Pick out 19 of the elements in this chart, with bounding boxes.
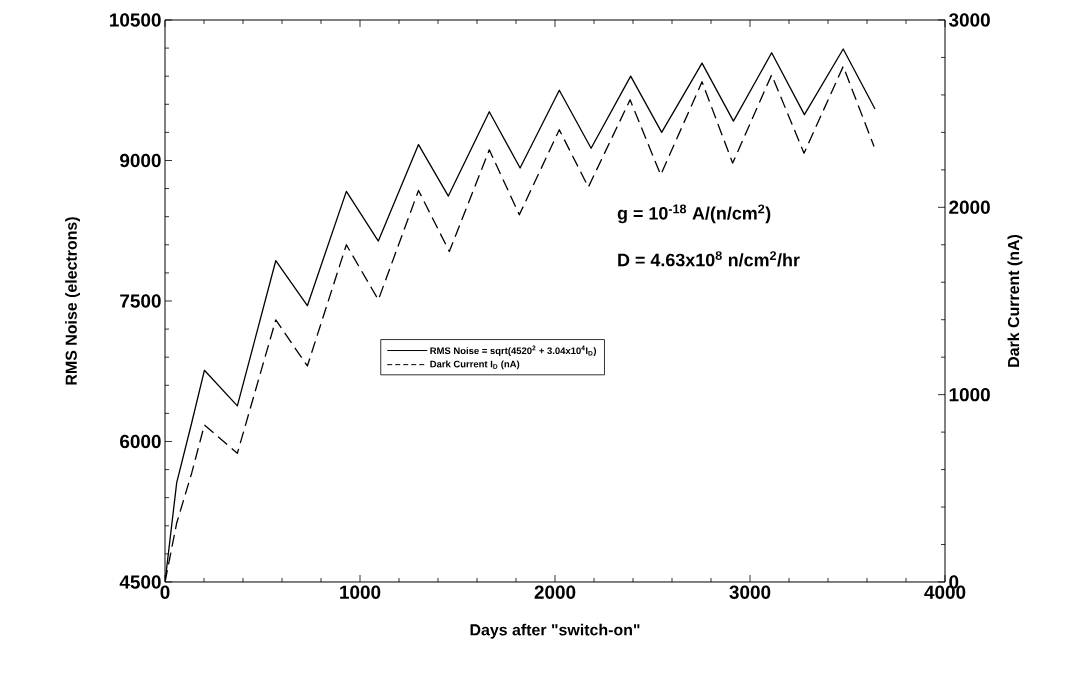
annotation: g = 10$^{-18}$ A/(n/cm$^{2}$) <box>617 204 771 224</box>
y-tick-label: 4500 <box>119 575 161 589</box>
x-tick-label: 1000 <box>340 585 381 599</box>
x-tick-label: 2000 <box>534 585 576 599</box>
y-tick-label: 9000 <box>120 153 161 168</box>
legend-label: Dark Current I$_{D}$ (nA) <box>430 360 520 370</box>
y-tick-label: 6000 <box>120 434 161 449</box>
y2-tick-label: 2000 <box>949 200 990 215</box>
y2-tick-label: 1000 <box>949 387 990 402</box>
legend-label: RMS Noise = sqrt(4520$^{2}$ + 3.04x10$^{4}$I$_{D}$) <box>430 345 597 356</box>
x-axis-title: Days after "switch-on" <box>470 623 640 639</box>
y-axis-title: RMS Noise (electrons) <box>65 217 81 385</box>
y-tick-label: 10500 <box>110 13 161 27</box>
y2-tick-label: 3000 <box>948 13 990 27</box>
y-tick-label: 7500 <box>120 294 161 308</box>
x-tick-label: 3000 <box>729 585 771 599</box>
annotation: D = 4.63x10$^{8}$ n/cm$^{2}$/hr <box>618 251 800 267</box>
y2-axis-title: Dark Current (nA) <box>1007 234 1023 367</box>
x-tick-label: 0 <box>160 585 170 599</box>
